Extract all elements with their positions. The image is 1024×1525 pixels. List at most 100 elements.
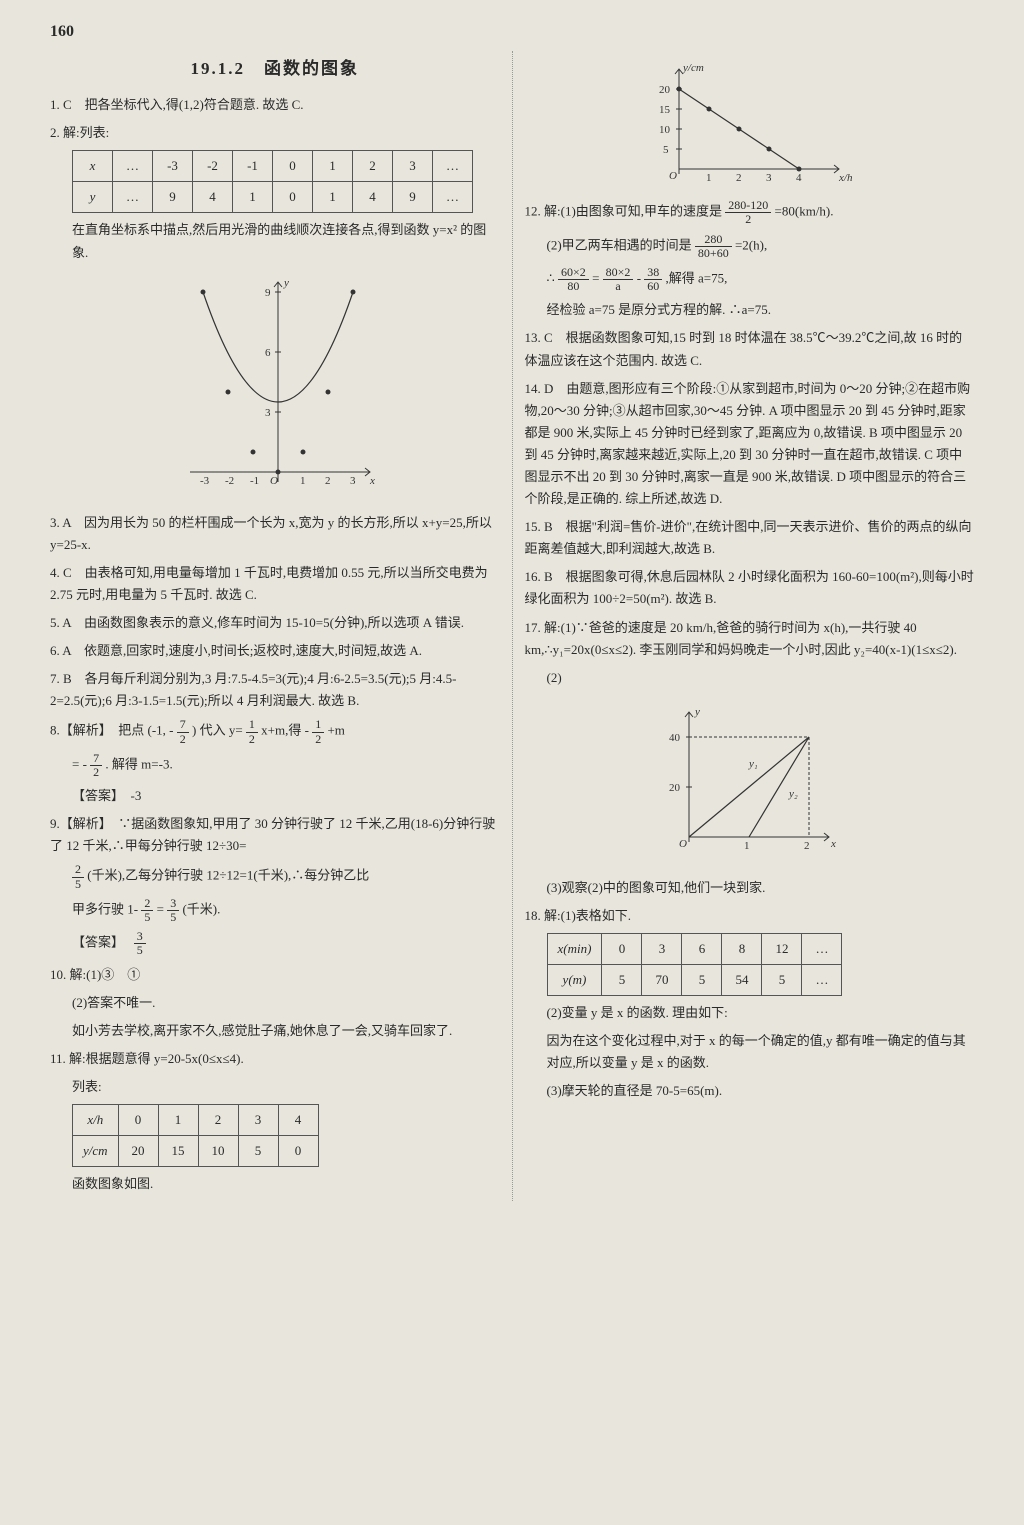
q11b: 列表: — [50, 1076, 500, 1098]
cell: … — [113, 182, 153, 213]
cell: -1 — [233, 151, 273, 182]
q5: 5. A 由函数图象表示的意义,修车时间为 15-10=5(分钟),所以选项 A… — [50, 612, 500, 634]
svg-text:1: 1 — [300, 475, 306, 487]
table-row: x/h 0 1 2 3 4 — [73, 1105, 319, 1136]
q4: 4. C 由表格可知,用电量每增加 1 千瓦时,电费增加 0.55 元,所以当所… — [50, 562, 500, 606]
cell: 2 — [353, 151, 393, 182]
svg-text:O: O — [669, 170, 677, 182]
svg-text:2: 2 — [804, 840, 810, 852]
q8-answer: 【答案】 -3 — [50, 785, 500, 807]
x-axis-label: x — [369, 475, 375, 487]
cell: … — [433, 151, 473, 182]
svg-text:y₂: y₂ — [788, 788, 798, 800]
svg-text:O: O — [679, 838, 687, 850]
q9-answer: 【答案】 35 — [50, 930, 500, 957]
svg-text:O: O — [270, 475, 278, 487]
q18d: (3)摩天轮的直径是 70-5=65(m). — [525, 1080, 975, 1102]
q3: 3. A 因为用长为 50 的栏杆围成一个长为 x,宽为 y 的长方形,所以 x… — [50, 512, 500, 556]
q9-line2: 25 (千米),乙每分钟行驶 12÷12=1(千米),∴每分钟乙比 — [50, 863, 500, 890]
two-column-layout: 19.1.2 函数的图象 1. C 把各坐标代入,得(1,2)符合题意. 故选 … — [50, 51, 974, 1201]
svg-text:3: 3 — [350, 475, 356, 487]
chart-q17: y x O 1 2 20 40 y₁ y₂ — [525, 697, 975, 867]
q11c: 函数图象如图. — [50, 1173, 500, 1195]
q14: 14. D 由题意,图形应有三个阶段:①从家到超市,时间为 0～20 分钟;②在… — [525, 378, 975, 511]
q12b: (2)甲乙两车相遇的时间是 28080+60 =2(h), — [525, 233, 975, 260]
q18b: (2)变量 y 是 x 的函数. 理由如下: — [525, 1002, 975, 1024]
q6: 6. A 依题意,回家时,速度小,时间长;返校时,速度大,时间短,故选 A. — [50, 640, 500, 662]
svg-text:1: 1 — [706, 172, 712, 184]
cell: 1 — [313, 182, 353, 213]
table-xy-squared: x … -3 -2 -1 0 1 2 3 … y … 9 4 1 0 1 4 9 — [72, 150, 473, 213]
svg-text:y: y — [694, 706, 700, 718]
q8: 8.【解析】 把点 (-1, - 72 ) 代入 y= 12 x+m,得 - 1… — [50, 718, 500, 745]
q10a: 10. 解:(1)③ ① — [50, 964, 500, 986]
column-separator — [512, 51, 513, 1201]
svg-text:-3: -3 — [200, 475, 210, 487]
q12d: 经检验 a=75 是原分式方程的解. ∴a=75. — [525, 299, 975, 321]
svg-text:5: 5 — [663, 144, 669, 156]
q18a: 18. 解:(1)表格如下. — [525, 905, 975, 927]
right-column: y/cm x/h O 1 2 3 4 5 10 15 20 12. 解:(1)由… — [525, 51, 975, 1201]
q12c: ∴ 60×280 = 80×2a - 3860 ,解得 a=75, — [525, 266, 975, 293]
cell: … — [113, 151, 153, 182]
svg-text:y/cm: y/cm — [682, 62, 704, 74]
q2-head: 2. 解:列表: — [50, 122, 500, 144]
y-axis-label: y — [283, 277, 289, 289]
svg-text:2: 2 — [736, 172, 742, 184]
svg-text:4: 4 — [796, 172, 802, 184]
q12a: 12. 解:(1)由图象可知,甲车的速度是 280-1202 =80(km/h)… — [525, 199, 975, 226]
cell: y — [73, 182, 113, 213]
svg-text:15: 15 — [659, 104, 671, 116]
cell: 1 — [233, 182, 273, 213]
cell: 9 — [153, 182, 193, 213]
svg-text:1: 1 — [744, 840, 750, 852]
svg-text:x: x — [830, 838, 836, 850]
table-row: y … 9 4 1 0 1 4 9 … — [73, 182, 473, 213]
q17c: (3)观察(2)中的图象可知,他们一块到家. — [525, 877, 975, 899]
svg-text:y₁: y₁ — [748, 758, 758, 770]
svg-text:-2: -2 — [225, 475, 234, 487]
q8-line2: = - 72 . 解得 m=-3. — [50, 752, 500, 779]
svg-text:40: 40 — [669, 732, 681, 744]
cell: 4 — [193, 182, 233, 213]
cell: 3 — [393, 151, 433, 182]
cell: 0 — [273, 182, 313, 213]
table-row: y/cm 20 15 10 5 0 — [73, 1136, 319, 1167]
svg-text:9: 9 — [265, 287, 271, 299]
svg-text:20: 20 — [669, 782, 681, 794]
cell: -3 — [153, 151, 193, 182]
q10c: 如小芳去学校,离开家不久,感觉肚子痛,她休息了一会,又骑车回家了. — [50, 1020, 500, 1042]
svg-text:20: 20 — [659, 84, 671, 96]
q18c: 因为在这个变化过程中,对于 x 的每一个确定的值,y 都有唯一确定的值与其对应,… — [525, 1030, 975, 1074]
q15: 15. B 根据"利润=售价-进价",在统计图中,同一天表示进价、售价的两点的纵… — [525, 516, 975, 560]
cell: 1 — [313, 151, 353, 182]
svg-text:3: 3 — [265, 407, 271, 419]
linear-chart-q11: y/cm x/h O 1 2 3 4 5 10 15 20 — [525, 59, 975, 189]
table-row: y(m) 5 70 5 54 5 … — [547, 965, 842, 996]
q16: 16. B 根据图象可得,休息后园林队 2 小时绿化面积为 160-60=100… — [525, 566, 975, 610]
cell: 9 — [393, 182, 433, 213]
svg-text:3: 3 — [766, 172, 772, 184]
svg-text:-1: -1 — [250, 475, 259, 487]
svg-text:x/h: x/h — [838, 172, 853, 184]
q2-after: 在直角坐标系中描点,然后用光滑的曲线顺次连接各点,得到函数 y=x² 的图象. — [50, 219, 500, 263]
table-q11: x/h 0 1 2 3 4 y/cm 20 15 10 5 0 — [72, 1104, 319, 1167]
q1: 1. C 把各坐标代入,得(1,2)符合题意. 故选 C. — [50, 94, 500, 116]
q13: 13. C 根据函数图象可知,15 时到 18 时体温在 38.5℃～39.2℃… — [525, 327, 975, 371]
cell: 4 — [353, 182, 393, 213]
parabola-chart: x y -3 -2 -1 O 1 2 3 3 6 9 — [50, 272, 500, 502]
svg-text:6: 6 — [265, 347, 271, 359]
q9-line3: 甲多行驶 1- 25 = 35 (千米). — [50, 897, 500, 924]
q10b: (2)答案不唯一. — [50, 992, 500, 1014]
q11a: 11. 解:根据题意得 y=20-5x(0≤x≤4). — [50, 1048, 500, 1070]
page-number: 160 — [50, 18, 974, 45]
cell: x — [73, 151, 113, 182]
q17b: (2) — [525, 667, 975, 689]
q9: 9.【解析】 ∵据函数图象知,甲用了 30 分钟行驶了 12 千米,乙用(18-… — [50, 813, 500, 857]
q17a: 17. 解:(1)∵爸爸的速度是 20 km/h,爸爸的骑行时间为 x(h),一… — [525, 617, 975, 661]
svg-text:2: 2 — [325, 475, 331, 487]
left-column: 19.1.2 函数的图象 1. C 把各坐标代入,得(1,2)符合题意. 故选 … — [50, 51, 500, 1201]
table-row: x(min) 0 3 6 8 12 … — [547, 934, 842, 965]
table-row: x … -3 -2 -1 0 1 2 3 … — [73, 151, 473, 182]
q7: 7. B 各月每斤利润分别为,3 月:7.5-4.5=3(元);4 月:6-2.… — [50, 668, 500, 712]
